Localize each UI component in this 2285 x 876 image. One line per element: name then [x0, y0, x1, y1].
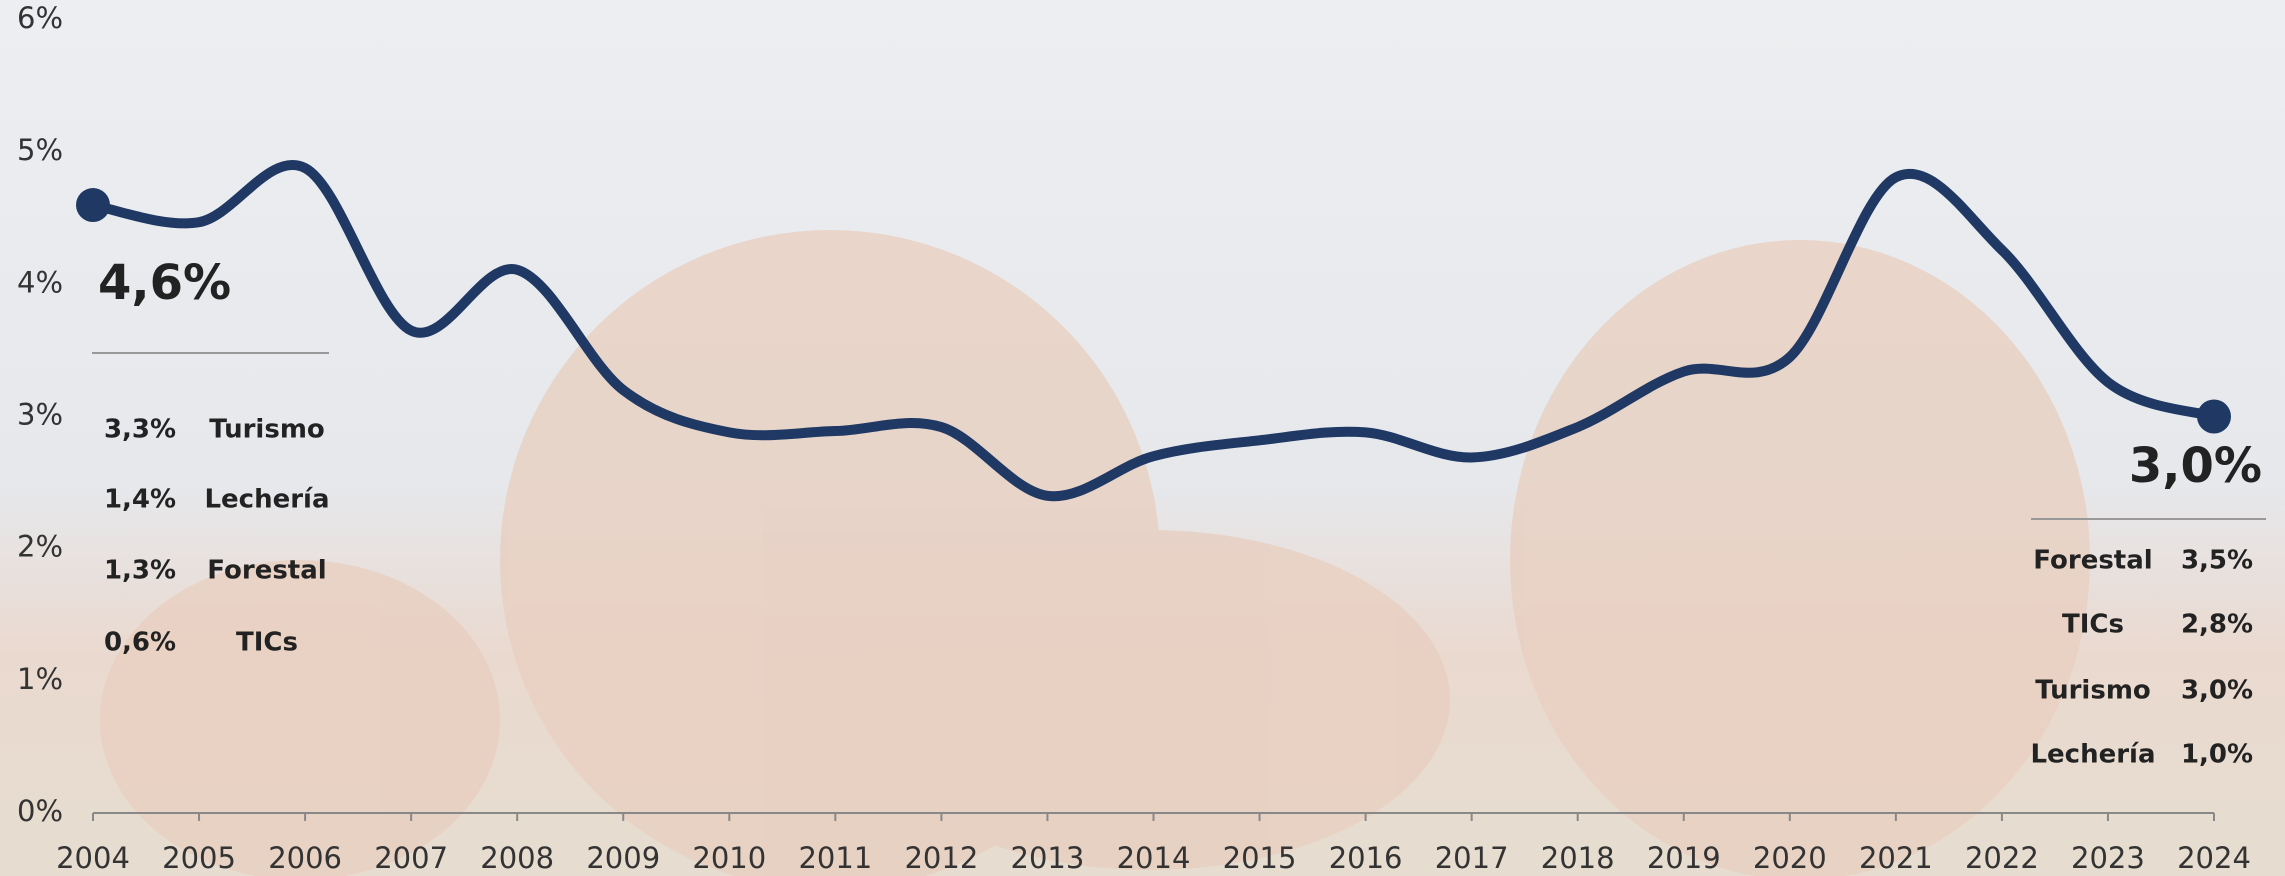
item-label: Turismo — [2035, 676, 2151, 706]
x-tick-label: 2024 — [2177, 841, 2251, 875]
x-tick-label: 2009 — [586, 841, 660, 875]
x-tick-label: 2011 — [798, 841, 872, 875]
x-tick-label: 2021 — [1859, 841, 1933, 875]
item-label: Forestal — [2033, 546, 2152, 576]
x-tick-label: 2007 — [374, 841, 448, 875]
x-tick-label: 2020 — [1753, 841, 1827, 875]
x-tick-label: 2017 — [1435, 841, 1509, 875]
end-label: 3,0% — [2129, 438, 2262, 494]
item-value: 3,5% — [2181, 546, 2253, 576]
chart: 4,6% 3,0% 0% 1% 2% 3% 4% 5% 6% 2004 2005 2006 2007… — [0, 0, 2285, 876]
end-marker — [76, 188, 110, 222]
item-value: 0,6% — [104, 628, 176, 658]
item-value: 2,8% — [2181, 610, 2253, 640]
x-tick-label: 2018 — [1541, 841, 1615, 875]
x-tick-label: 2023 — [2071, 841, 2145, 875]
x-tick-label: 2008 — [480, 841, 554, 875]
item-label: Forestal — [207, 556, 326, 586]
item-label: Turismo — [209, 415, 325, 445]
x-tick-label: 2010 — [692, 841, 766, 875]
start-label: 4,6% — [98, 255, 231, 311]
y-tick-label: 0% — [17, 794, 63, 828]
x-tick-label: 2022 — [1965, 841, 2039, 875]
item-value: 1,0% — [2181, 740, 2253, 770]
y-tick-label: 6% — [17, 1, 63, 35]
item-value: 3,3% — [104, 415, 176, 445]
x-tick-label: 2005 — [162, 841, 236, 875]
item-label: TICs — [2062, 610, 2124, 640]
y-tick-label: 2% — [17, 530, 63, 564]
item-value: 1,3% — [104, 556, 176, 586]
item-label: Lechería — [2030, 740, 2155, 770]
x-tick-label: 2012 — [904, 841, 978, 875]
item-value: 3,0% — [2181, 676, 2253, 706]
item-value: 1,4% — [104, 485, 176, 515]
y-tick-label: 4% — [17, 265, 63, 299]
y-tick-label: 1% — [17, 662, 63, 696]
x-tick-label: 2013 — [1011, 841, 1085, 875]
y-tick-label: 5% — [17, 133, 63, 167]
x-tick-label: 2016 — [1329, 841, 1403, 875]
x-tick-label: 2006 — [268, 841, 342, 875]
x-tick-label: 2014 — [1117, 841, 1191, 875]
x-tick-label: 2015 — [1223, 841, 1297, 875]
end-marker — [2197, 400, 2231, 434]
x-tick-label: 2004 — [56, 841, 130, 875]
item-label: TICs — [236, 628, 298, 658]
x-tick-label: 2019 — [1647, 841, 1721, 875]
item-label: Lechería — [204, 485, 329, 515]
y-tick-label: 3% — [17, 398, 63, 432]
